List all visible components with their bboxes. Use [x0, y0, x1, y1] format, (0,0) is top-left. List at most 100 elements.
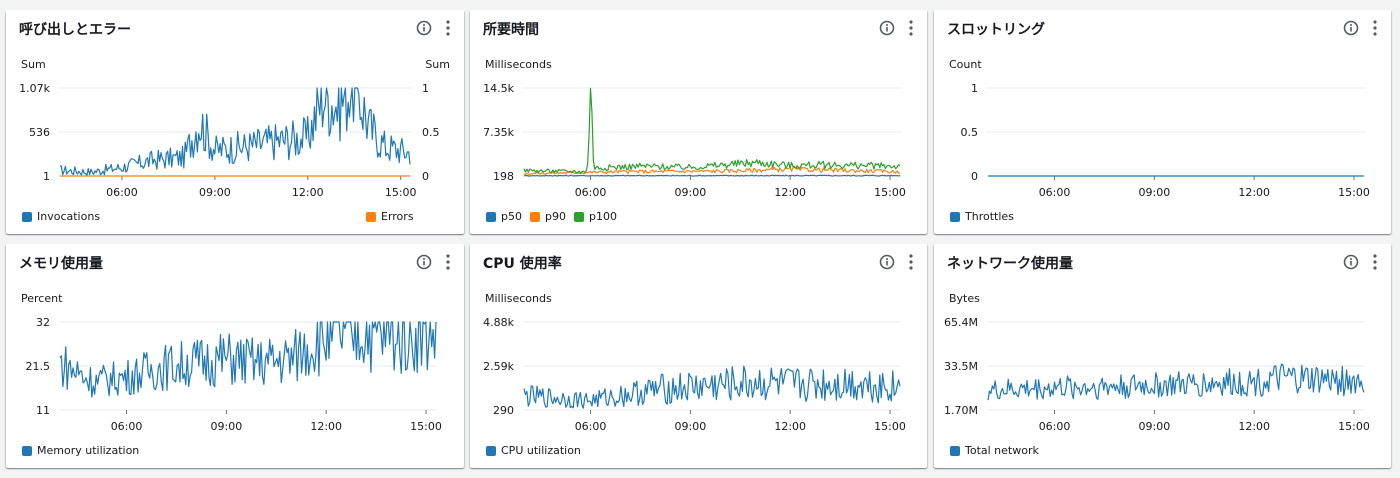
panel-title: 所要時間 [483, 22, 539, 38]
legend-item[interactable]: Total network [950, 444, 1039, 457]
x-tick-label: 09:00 [1139, 420, 1171, 433]
y-tick-label: 11 [36, 404, 50, 417]
y-axis-label: Bytes [949, 292, 980, 305]
x-tick-label: 09:00 [211, 420, 243, 433]
legend-swatch [22, 445, 32, 456]
chart-cpu: Milliseconds 4.88k 2.59k 290 06:00 09:00 12:00… [483, 292, 906, 433]
x-tick-label: 06:00 [111, 420, 143, 433]
legend-label: CPU utilization [501, 444, 581, 457]
info-circle-icon[interactable] [416, 254, 432, 270]
y2-tick-label: 1 [422, 82, 429, 95]
legend-item[interactable]: Errors [366, 210, 414, 223]
chart-network: Bytes 65.4M 33.5M 1.70M 06:00 09:00 12:00 15:00 [944, 292, 1370, 433]
vertical-ellipsis-icon[interactable] [907, 253, 915, 271]
y-tick-label: 33.5M [944, 360, 978, 373]
y-tick-label: 290 [493, 404, 514, 417]
legend-label: Errors [381, 210, 414, 223]
info-circle-icon[interactable] [1343, 254, 1359, 270]
info-circle-icon[interactable] [416, 20, 432, 36]
x-tick-label: 12:00 [1238, 420, 1270, 433]
panel-cpu: CPU 使用率 Milliseconds 4.88k 2.59k 290 06:00 09… [470, 244, 927, 468]
legend-swatch [22, 211, 32, 222]
vertical-ellipsis-icon[interactable] [907, 19, 915, 37]
x-tick-label: 09:00 [199, 186, 231, 199]
vertical-ellipsis-icon[interactable] [1371, 253, 1379, 271]
y-tick-label: 0 [971, 170, 978, 183]
legend: CPU utilization [486, 444, 589, 457]
y-tick-label: 21.5 [26, 360, 51, 373]
legend-swatch [573, 211, 584, 222]
info-circle-icon[interactable] [1343, 20, 1359, 36]
chart-memory: Percent 32 21.5 11 06:00 09:00 12:00 15:00 [21, 292, 442, 433]
legend: Total network [950, 444, 1047, 457]
x-tick-label: 12:00 [292, 186, 324, 199]
x-tick-label: 12:00 [1238, 186, 1270, 199]
vertical-ellipsis-icon[interactable] [444, 19, 452, 37]
legend-swatch [950, 445, 960, 456]
panel-title: スロットリング [947, 22, 1045, 38]
legend-label: p50 [501, 210, 522, 223]
y-tick-label: 2.59k [483, 360, 514, 373]
y-tick-label: 1 [43, 170, 50, 183]
x-tick-label: 06:00 [1039, 420, 1071, 433]
chart-invocations-errors: Sum Sum 1.07k 536 1 1 0.5 0 06:00 09:00 12:00 15:00 [19, 58, 450, 199]
vertical-ellipsis-icon[interactable] [444, 253, 452, 271]
y-tick-label: 536 [29, 126, 50, 139]
info-circle-icon[interactable] [879, 20, 895, 36]
y-tick-label: 32 [36, 316, 50, 329]
legend-label: Total network [965, 444, 1039, 457]
y-axis-label: Percent [21, 292, 63, 305]
legend-label: Memory utilization [37, 444, 140, 457]
x-tick-label: 06:00 [575, 420, 607, 433]
y-tick-label: 1 [971, 82, 978, 95]
legend-swatch [486, 445, 496, 456]
y-tick-label: 4.88k [483, 316, 514, 329]
x-tick-label: 12:00 [774, 186, 806, 199]
legend-item[interactable]: p100 [573, 210, 617, 223]
y-axis-label: Count [949, 58, 982, 71]
legend-swatch [529, 211, 540, 222]
legend-item[interactable]: CPU utilization [486, 444, 581, 457]
panel-memory: メモリ使用量 Percent 32 21.5 11 06:00 09:00 12:00 15:… [6, 244, 464, 468]
y2-axis-label: Sum [425, 58, 450, 71]
panel-title: CPU 使用率 [483, 256, 562, 272]
x-tick-label: 12:00 [774, 420, 806, 433]
chart-throttles: Count 1 0.5 0 06:00 09:00 12:00 15:00 [949, 58, 1370, 199]
legend-item[interactable]: Throttles [950, 210, 1014, 223]
x-tick-label: 06:00 [575, 186, 607, 199]
x-tick-label: 06:00 [1039, 186, 1071, 199]
y-tick-label: 65.4M [944, 316, 978, 329]
x-tick-label: 15:00 [874, 186, 906, 199]
legend-item[interactable]: p90 [529, 210, 566, 223]
legend-label: Throttles [965, 210, 1014, 223]
y-tick-label: 0.5 [961, 126, 979, 139]
series-line-p90 [523, 166, 901, 176]
series-line-p100 [523, 87, 901, 174]
x-tick-label: 15:00 [410, 420, 442, 433]
x-tick-label: 06:00 [106, 186, 138, 199]
legend-swatch [950, 211, 960, 222]
legend-item[interactable]: p50 [486, 210, 522, 223]
panel-invocations-errors: 呼び出しとエラー Sum Sum 1.07k 536 1 1 0.5 0 06:00 09:00 1… [6, 10, 464, 234]
vertical-ellipsis-icon[interactable] [1371, 19, 1379, 37]
legend-item[interactable]: Invocations [22, 210, 100, 223]
y2-tick-label: 0 [422, 170, 429, 183]
info-circle-icon[interactable] [879, 254, 895, 270]
y-axis-label: Sum [21, 58, 46, 71]
x-tick-label: 15:00 [1338, 186, 1370, 199]
y2-tick-label: 0.5 [422, 126, 440, 139]
legend-label: p90 [544, 210, 566, 223]
x-tick-label: 09:00 [1139, 186, 1171, 199]
legend: p50 p90 p100 [486, 210, 625, 223]
legend: Memory utilization [22, 444, 147, 457]
y-axis-label: Milliseconds [485, 58, 552, 71]
x-tick-label: 15:00 [874, 420, 906, 433]
x-tick-label: 12:00 [310, 420, 342, 433]
legend-item[interactable]: Memory utilization [22, 444, 139, 457]
x-tick-label: 15:00 [1338, 420, 1370, 433]
x-tick-label: 09:00 [675, 420, 707, 433]
legend-label: Invocations [37, 210, 101, 223]
panel-title: ネットワーク使用量 [947, 256, 1073, 272]
series-line-invocations [59, 87, 411, 177]
series-line-memory-utilization [59, 321, 437, 398]
